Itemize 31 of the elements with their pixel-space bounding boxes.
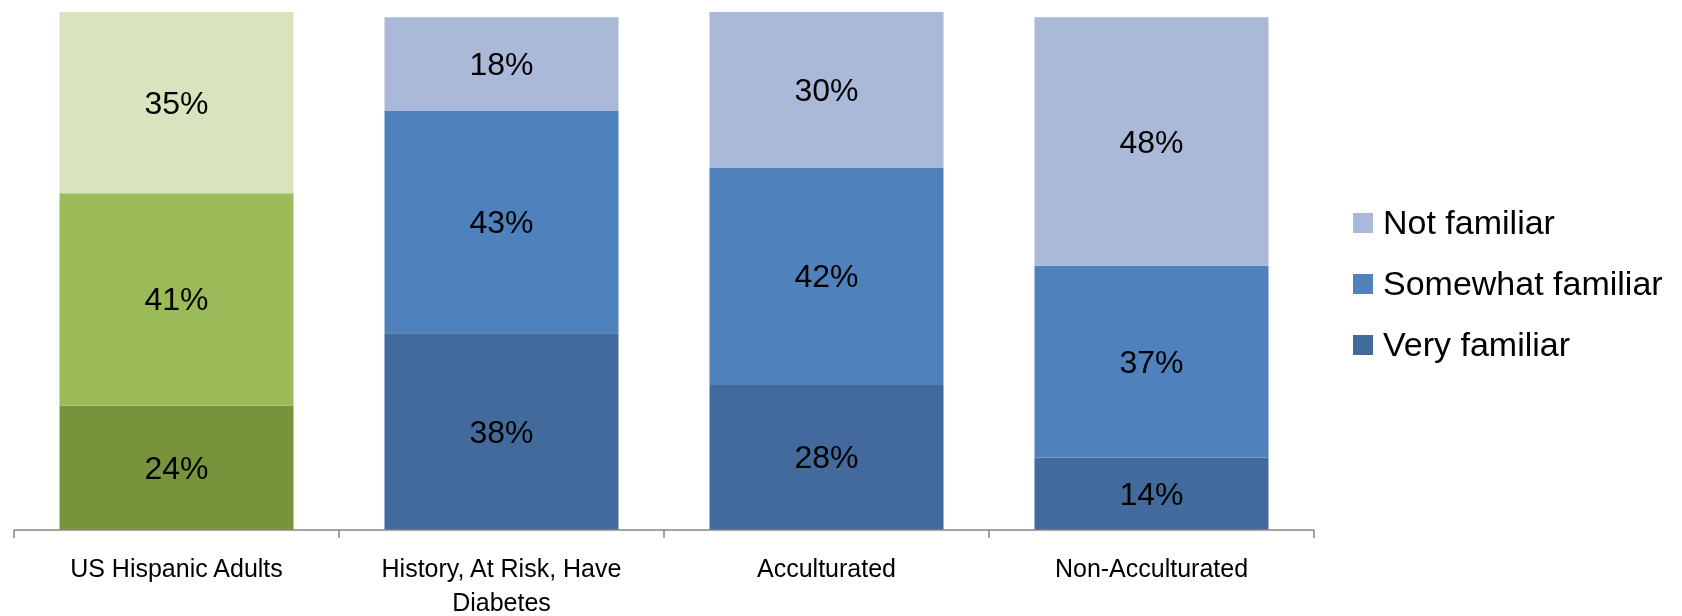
- data-label: 42%: [794, 258, 859, 295]
- bar: [709, 12, 944, 168]
- data-label: 30%: [794, 71, 859, 108]
- bar: [1034, 457, 1269, 530]
- bar: [384, 17, 619, 111]
- data-label: 14%: [1119, 475, 1184, 512]
- data-label: 48%: [1119, 123, 1184, 160]
- bar: [59, 193, 294, 406]
- data-label: 28%: [794, 439, 859, 476]
- data-label: 41%: [144, 281, 209, 318]
- data-label: 18%: [469, 45, 534, 82]
- bar: [59, 12, 294, 194]
- x-tick-label: History, At Risk, Have Diabetes: [381, 554, 622, 616]
- x-tick-label: Acculturated: [757, 554, 896, 582]
- x-tick-label: Non-Acculturated: [1054, 554, 1249, 582]
- data-label: 24%: [144, 449, 209, 486]
- bar: [1034, 265, 1269, 458]
- legend-label: Not familiar: [1383, 203, 1555, 242]
- x-tick-label: US Hispanic Adults: [70, 554, 283, 582]
- data-label: 35%: [144, 84, 209, 121]
- bar: [59, 405, 294, 530]
- bar: [384, 110, 619, 334]
- bar: [1034, 17, 1269, 266]
- data-label: 43%: [469, 203, 534, 240]
- bar: [709, 384, 944, 530]
- bar: [709, 167, 944, 385]
- bar: [384, 333, 619, 530]
- data-label: 37%: [1119, 343, 1184, 380]
- legend-label: Somewhat familiar: [1383, 264, 1663, 303]
- data-label: 38%: [469, 413, 534, 450]
- legend-label: Very familiar: [1383, 325, 1571, 364]
